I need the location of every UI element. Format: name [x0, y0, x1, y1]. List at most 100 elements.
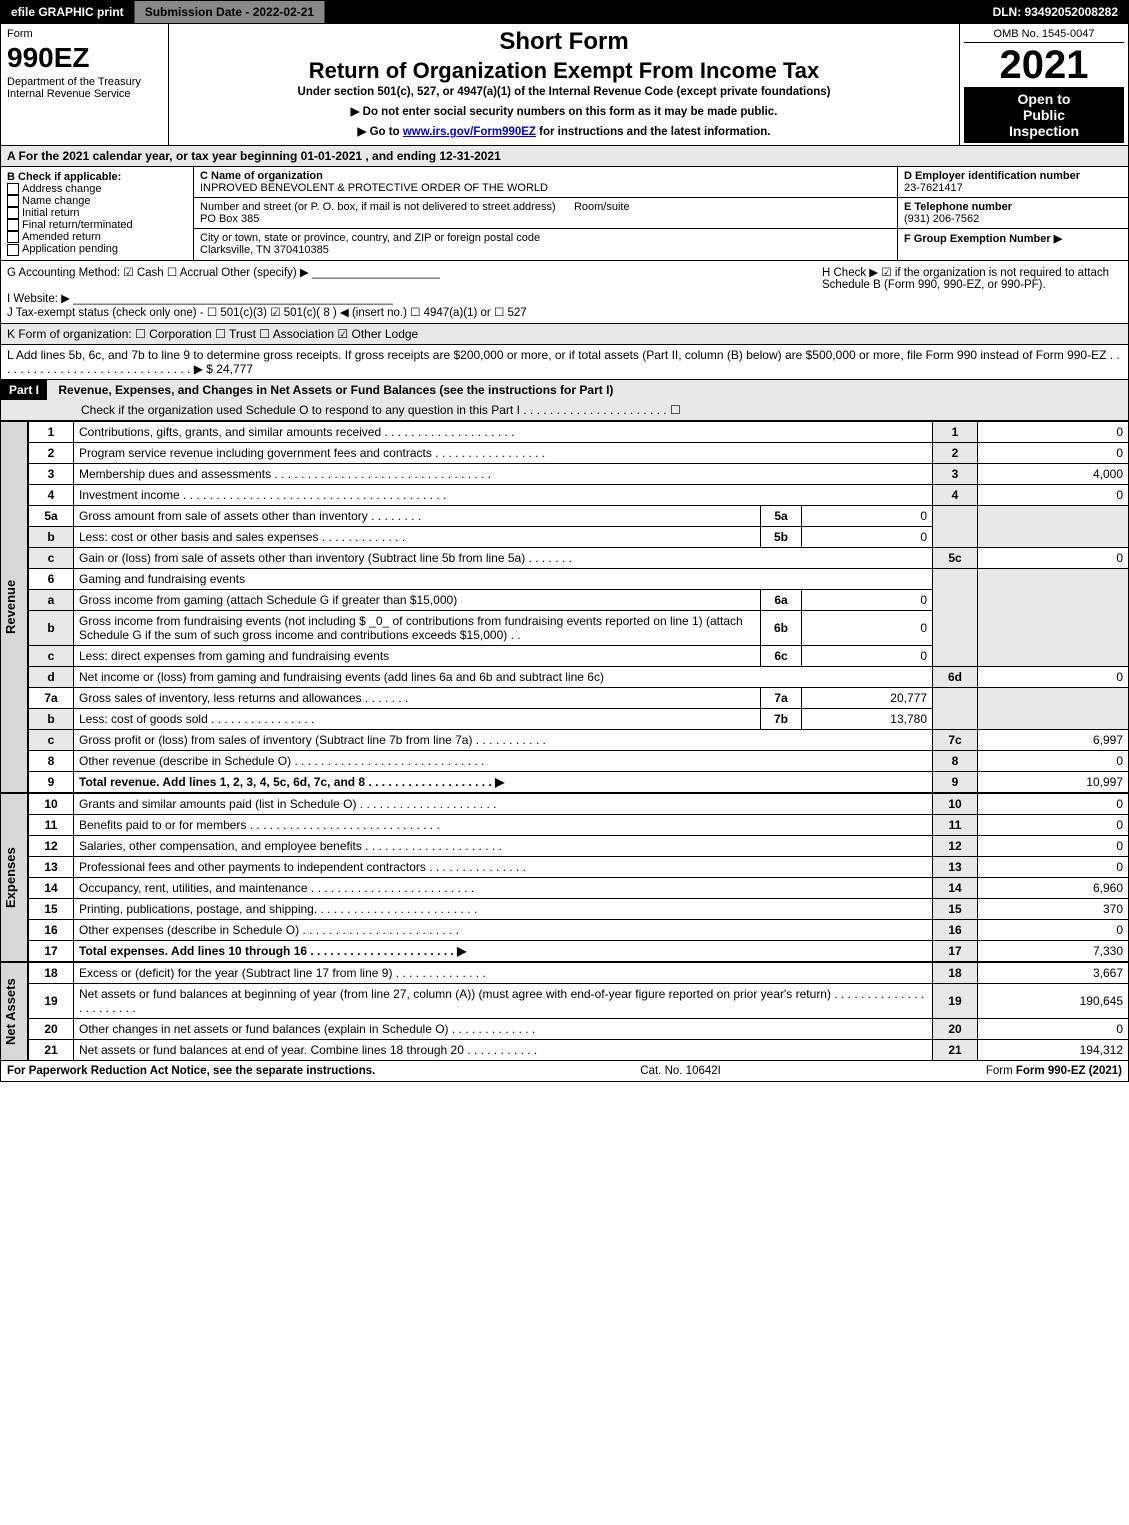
line-j: J Tax-exempt status (check only one) - ☐…	[7, 305, 1122, 319]
chk-initial-return[interactable]	[7, 207, 19, 219]
line-7c-amt: 6,997	[978, 729, 1129, 750]
part-1-label: Part I	[1, 380, 47, 400]
line-5b-text: Less: cost or other basis and sales expe…	[74, 526, 761, 547]
line-4-amt: 0	[978, 484, 1129, 505]
irs-link[interactable]: www.irs.gov/Form990EZ	[403, 126, 536, 138]
chk-label-2: Initial return	[22, 207, 79, 219]
line-6c-text: Less: direct expenses from gaming and fu…	[74, 645, 761, 666]
ein-value: 23-7621417	[904, 182, 963, 194]
chk-label-4: Amended return	[22, 231, 101, 243]
line-6b-text: Gross income from fundraising events (no…	[74, 610, 761, 645]
line-7c-text: Gross profit or (loss) from sales of inv…	[74, 729, 933, 750]
org-name: INPROVED BENEVOLENT & PROTECTIVE ORDER O…	[200, 182, 548, 194]
line-14-amt: 6,960	[978, 877, 1129, 898]
line-9-amt: 10,997	[978, 771, 1129, 792]
chk-label-1: Name change	[22, 195, 91, 207]
chk-final-return[interactable]	[7, 219, 19, 231]
line-21-amt: 194,312	[978, 1039, 1129, 1060]
line-15-text: Printing, publications, postage, and shi…	[74, 898, 933, 919]
line-11-text: Benefits paid to or for members . . . . …	[74, 814, 933, 835]
open-line-3: Inspection	[1009, 123, 1079, 139]
line-13-amt: 0	[978, 856, 1129, 877]
tax-year: 2021	[964, 45, 1124, 85]
topbar-spacer	[325, 1, 982, 23]
line-20-nr: 20	[933, 1018, 978, 1039]
footer-right: Form Form 990-EZ (2021)	[986, 1065, 1122, 1077]
line-19-nr: 19	[933, 983, 978, 1018]
line-5a-text: Gross amount from sale of assets other t…	[74, 505, 761, 526]
line-7b-text: Less: cost of goods sold . . . . . . . .…	[74, 708, 761, 729]
line-i: I Website: ▶ ___________________________…	[7, 291, 1122, 305]
line-7b-mid: 7b	[761, 708, 802, 729]
efile-print-button[interactable]: efile GRAPHIC print	[1, 1, 135, 23]
dln-value: DLN: 93492052008282	[983, 1, 1128, 23]
line-16-text: Other expenses (describe in Schedule O) …	[74, 919, 933, 940]
line-17-nr: 17	[933, 940, 978, 961]
open-line-1: Open to	[1018, 91, 1071, 107]
footer-center: Cat. No. 10642I	[640, 1065, 721, 1077]
chk-application-pending[interactable]	[7, 244, 19, 256]
goto-suffix: for instructions and the latest informat…	[539, 126, 770, 138]
line-16-nr: 16	[933, 919, 978, 940]
line-6b-mid: 6b	[761, 610, 802, 645]
line-13-nr: 13	[933, 856, 978, 877]
line-15-nr: 15	[933, 898, 978, 919]
line-1-nr: 1	[933, 421, 978, 442]
line-6-text: Gaming and fundraising events	[74, 568, 933, 589]
part-1-header: Part I Revenue, Expenses, and Changes in…	[0, 380, 1129, 421]
line-14-text: Occupancy, rent, utilities, and maintena…	[74, 877, 933, 898]
line-12-nr: 12	[933, 835, 978, 856]
form-header: Form 990EZ Department of the Treasury In…	[0, 24, 1129, 146]
chk-amended-return[interactable]	[7, 231, 19, 243]
form-number: 990EZ	[7, 42, 162, 74]
box-f-label: F Group Exemption Number ▶	[904, 233, 1062, 245]
city-label: City or town, state or province, country…	[200, 232, 540, 244]
line-11-amt: 0	[978, 814, 1129, 835]
line-6d-nr: 6d	[933, 666, 978, 687]
meta-block: G Accounting Method: ☑ Cash ☐ Accrual Ot…	[0, 261, 1129, 324]
line-5b-midamt: 0	[802, 526, 933, 547]
top-bar: efile GRAPHIC print Submission Date - 20…	[0, 0, 1129, 24]
line-21-text: Net assets or fund balances at end of ye…	[74, 1039, 933, 1060]
line-12-amt: 0	[978, 835, 1129, 856]
net-assets-section: Net Assets 18Excess or (deficit) for the…	[0, 962, 1129, 1061]
line-9-nr: 9	[933, 771, 978, 792]
header-right: OMB No. 1545-0047 2021 Open to Public In…	[959, 24, 1128, 145]
form-word: Form	[7, 28, 162, 40]
line-10-nr: 10	[933, 793, 978, 814]
line-20-text: Other changes in net assets or fund bala…	[74, 1018, 933, 1039]
ssn-warning: ▶ Do not enter social security numbers o…	[175, 104, 953, 118]
header-left: Form 990EZ Department of the Treasury In…	[1, 24, 169, 145]
line-1-amt: 0	[978, 421, 1129, 442]
box-e-label: E Telephone number	[904, 201, 1012, 213]
line-l: L Add lines 5b, 6c, and 7b to line 9 to …	[7, 348, 1120, 376]
footer-left: For Paperwork Reduction Act Notice, see …	[7, 1065, 375, 1077]
line-6a-mid: 6a	[761, 589, 802, 610]
line-21-nr: 21	[933, 1039, 978, 1060]
chk-label-5: Application pending	[22, 243, 118, 255]
line-6a-text: Gross income from gaming (attach Schedul…	[74, 589, 761, 610]
chk-address-change[interactable]	[7, 183, 19, 195]
line-5b-mid: 5b	[761, 526, 802, 547]
line-11-nr: 11	[933, 814, 978, 835]
line-6b-midamt: 0	[802, 610, 933, 645]
line-5c-nr: 5c	[933, 547, 978, 568]
expenses-table: 10Grants and similar amounts paid (list …	[28, 793, 1129, 962]
room-label: Room/suite	[574, 201, 630, 213]
line-6d-amt: 0	[978, 666, 1129, 687]
line-5c-amt: 0	[978, 547, 1129, 568]
line-6a-midamt: 0	[802, 589, 933, 610]
box-b: B Check if applicable: Address change Na…	[1, 167, 194, 260]
line-18-nr: 18	[933, 962, 978, 983]
chk-label-3: Final return/terminated	[22, 219, 133, 231]
box-d-label: D Employer identification number	[904, 170, 1080, 182]
chk-label-0: Address change	[22, 183, 102, 195]
open-to-public: Open to Public Inspection	[964, 87, 1124, 143]
omb-number: OMB No. 1545-0047	[964, 26, 1124, 43]
chk-name-change[interactable]	[7, 195, 19, 207]
goto-prefix: ▶ Go to	[358, 126, 403, 138]
line-7c-nr: 7c	[933, 729, 978, 750]
line-20-amt: 0	[978, 1018, 1129, 1039]
line-12-text: Salaries, other compensation, and employ…	[74, 835, 933, 856]
line-7b-midamt: 13,780	[802, 708, 933, 729]
